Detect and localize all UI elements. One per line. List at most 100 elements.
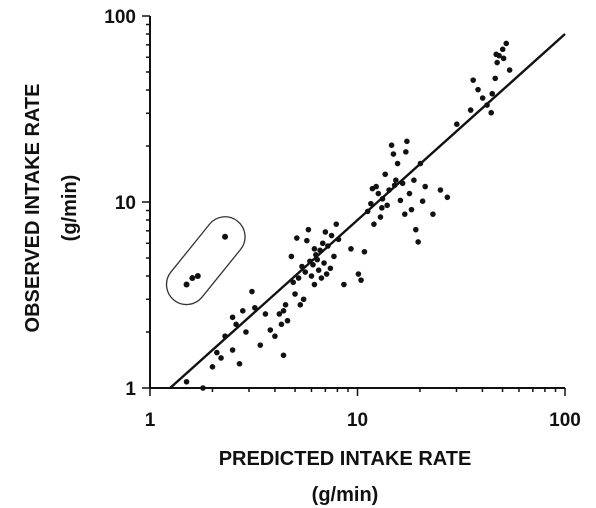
data-point: [295, 275, 302, 281]
data-point: [493, 51, 499, 58]
data-point: [308, 273, 315, 279]
data-point: [323, 271, 330, 277]
data-point: [361, 248, 368, 255]
data-points: [183, 40, 513, 391]
data-point: [430, 211, 436, 217]
data-point: [304, 237, 310, 244]
data-point: [384, 202, 390, 209]
data-point: [503, 40, 510, 47]
data-point: [262, 311, 269, 317]
data-point: [492, 75, 499, 82]
data-point: [499, 46, 506, 53]
data-point: [475, 86, 481, 93]
data-point: [209, 364, 216, 370]
data-point: [401, 211, 408, 217]
data-point: [257, 342, 264, 348]
data-point: [315, 267, 322, 273]
x-tick-label: 10: [347, 410, 368, 431]
data-point: [390, 151, 397, 157]
data-point: [484, 102, 490, 108]
data-point: [393, 177, 399, 183]
data-point: [406, 190, 413, 197]
y-tick-label: 10: [115, 193, 136, 214]
data-point: [314, 256, 321, 263]
tick-labels: 1 10 100 1 10 100: [104, 7, 581, 431]
data-point: [444, 194, 451, 201]
data-point: [467, 107, 474, 113]
data-point: [288, 253, 295, 260]
data-point: [500, 55, 507, 62]
data-point: [327, 265, 334, 272]
data-point: [290, 279, 297, 286]
data-point: [318, 275, 325, 281]
data-point: [355, 271, 362, 277]
data-point: [470, 77, 476, 83]
data-point: [302, 269, 309, 275]
data-point: [454, 121, 460, 127]
data-point: [368, 200, 374, 207]
outlier-point: [189, 275, 196, 282]
data-point: [494, 59, 500, 66]
data-point: [506, 67, 513, 73]
data-point: [437, 187, 444, 193]
data-point: [311, 281, 318, 288]
data-point: [417, 160, 424, 167]
data-point: [280, 352, 287, 359]
data-point: [331, 253, 337, 260]
data-point: [391, 182, 398, 189]
outlier-point: [222, 233, 229, 240]
data-point: [278, 321, 285, 328]
data-point: [371, 221, 377, 227]
data-point: [379, 196, 386, 202]
x-tick-label: 1: [145, 410, 156, 431]
data-point: [252, 304, 258, 311]
data-point: [300, 296, 307, 303]
data-point: [415, 239, 421, 245]
data-point: [249, 288, 255, 295]
data-point: [307, 258, 313, 265]
y-tick-label: 1: [125, 379, 136, 400]
data-point: [375, 190, 382, 197]
outlier-outline: [165, 216, 246, 306]
data-point: [236, 360, 243, 367]
data-point: [399, 180, 406, 187]
data-point: [325, 243, 331, 249]
data-point: [272, 333, 278, 339]
data-point: [388, 142, 395, 149]
data-point: [394, 160, 401, 167]
data-point: [317, 247, 323, 254]
data-point: [313, 252, 319, 258]
data-point: [229, 314, 236, 321]
data-point: [214, 349, 220, 356]
y-tick-label: 100: [104, 7, 136, 28]
data-point: [305, 226, 312, 233]
data-point: [284, 317, 291, 324]
data-point: [267, 327, 274, 333]
x-axis-label: PREDICTED INTAKE RATE: [219, 448, 472, 470]
data-point: [382, 171, 389, 178]
data-point: [397, 197, 404, 204]
x-tick-label: 100: [549, 410, 581, 431]
data-point: [292, 291, 298, 297]
data-point: [358, 277, 364, 283]
data-point: [328, 232, 335, 239]
data-point: [297, 302, 304, 308]
data-point: [239, 308, 246, 314]
data-point: [489, 90, 496, 97]
data-point: [321, 260, 327, 266]
data-point: [411, 177, 417, 183]
y-axis-unit-label: (g/min): [59, 175, 81, 242]
data-point: [364, 208, 371, 215]
x-axis-unit-label: (g/min): [312, 484, 379, 506]
data-point: [243, 329, 249, 335]
data-point: [422, 183, 429, 190]
data-point: [233, 321, 239, 328]
data-point: [348, 246, 354, 252]
data-point: [222, 333, 228, 339]
data-point: [294, 235, 300, 241]
data-point: [319, 240, 326, 247]
data-point: [377, 214, 384, 220]
data-point: [408, 206, 415, 213]
y-axis-label: OBSERVED INTAKE RATE: [22, 84, 44, 333]
